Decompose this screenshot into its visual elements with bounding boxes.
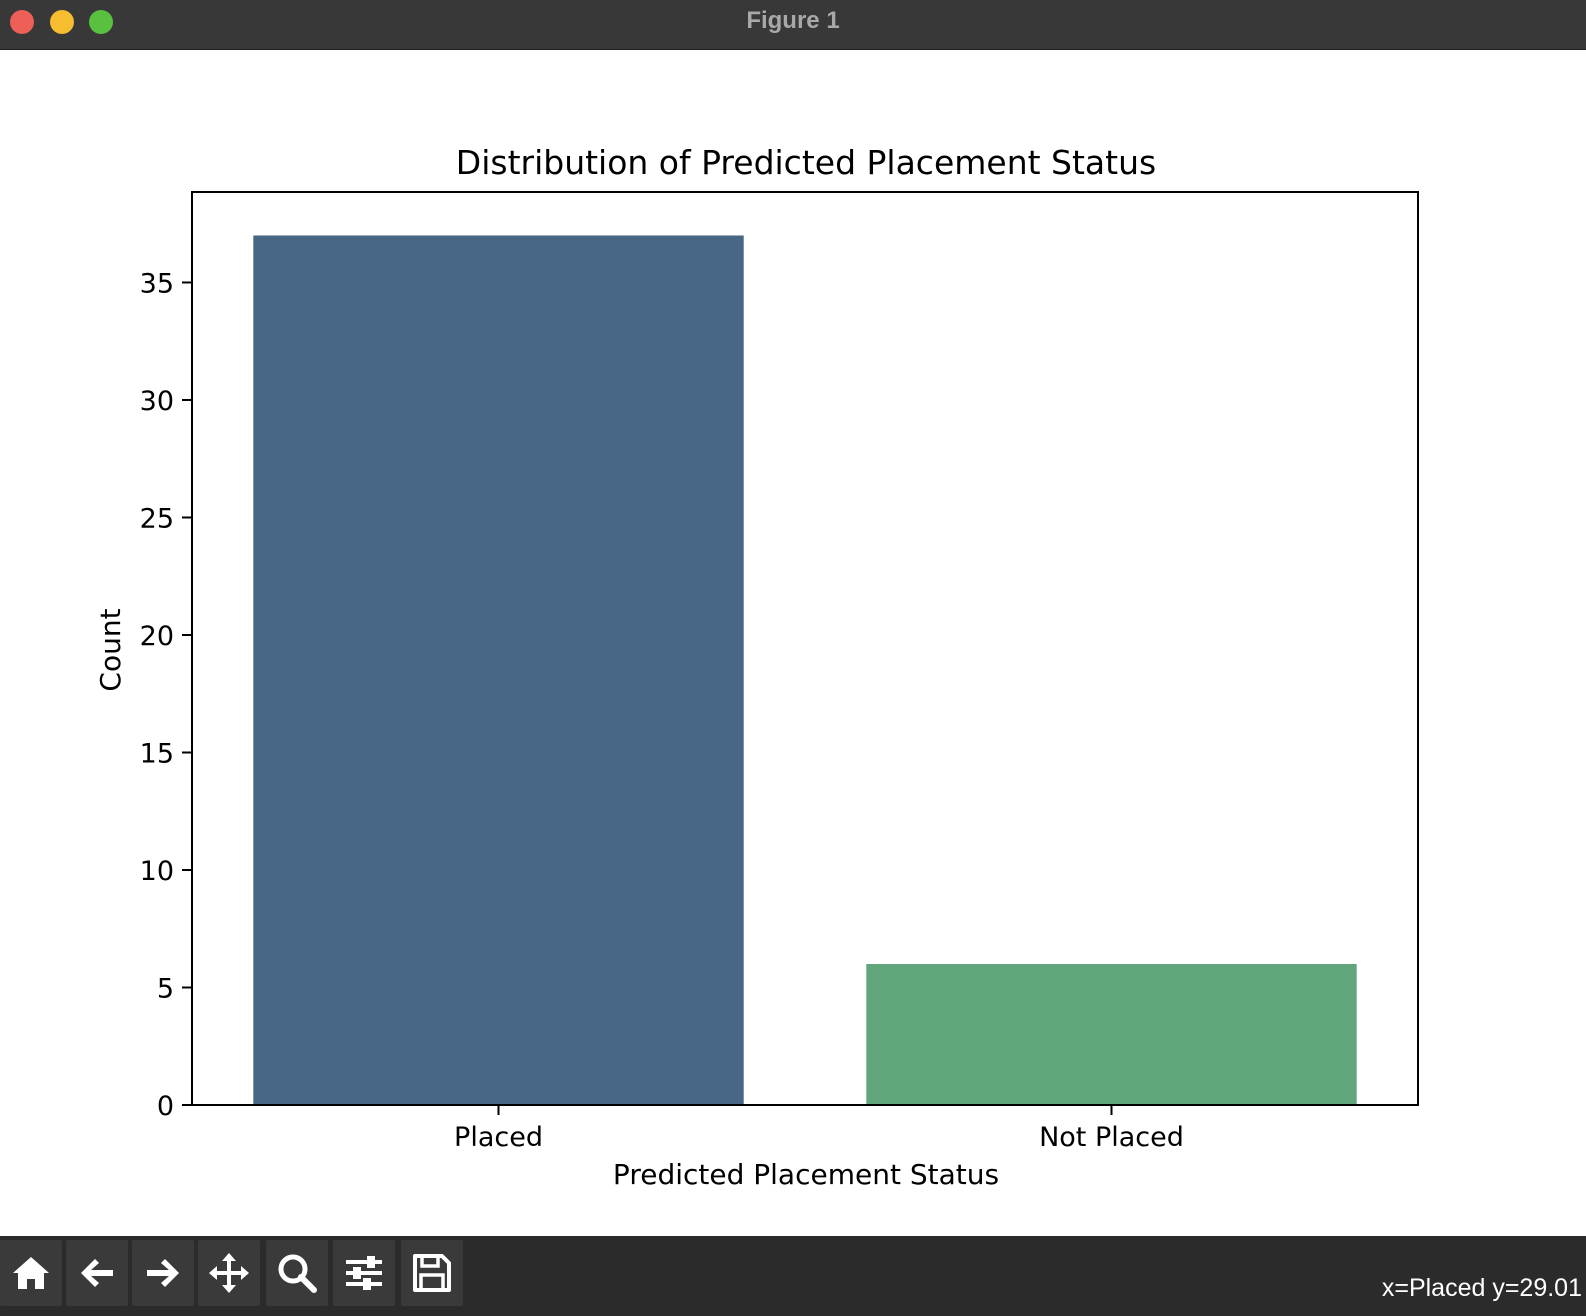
forward-button[interactable] xyxy=(132,1240,194,1306)
configure-subplots-icon xyxy=(346,1256,382,1290)
y-tick-label: 0 xyxy=(157,1091,174,1122)
forward-icon xyxy=(147,1259,179,1287)
axes-frame xyxy=(191,191,1419,1106)
x-tick-label: Not Placed xyxy=(1039,1122,1184,1153)
back-button[interactable] xyxy=(66,1240,128,1306)
zoom-icon xyxy=(278,1254,317,1293)
home-button[interactable] xyxy=(0,1240,62,1306)
pan-button[interactable] xyxy=(198,1240,260,1306)
window-titlebar: Figure 1 xyxy=(0,0,1586,50)
minimize-window-button[interactable] xyxy=(50,10,74,34)
y-tick-label: 30 xyxy=(140,386,174,417)
bar-placed xyxy=(253,235,744,1105)
home-icon xyxy=(13,1257,49,1289)
y-tick-label: 5 xyxy=(157,973,174,1004)
close-window-button[interactable] xyxy=(10,10,34,34)
y-axis-label: Count xyxy=(94,608,127,691)
x-axis-label: Predicted Placement Status xyxy=(613,1158,999,1191)
cursor-coordinates: x=Placed y=29.01 xyxy=(1381,1274,1582,1302)
y-tick-label: 35 xyxy=(140,268,174,299)
y-tick-label: 25 xyxy=(140,503,174,534)
x-tick-label: Placed xyxy=(454,1122,543,1153)
window-title: Figure 1 xyxy=(746,7,840,34)
figure-canvas[interactable]: Distribution of Predicted Placement Stat… xyxy=(0,50,1586,1236)
configure-subplots-button[interactable] xyxy=(333,1240,395,1306)
pan-icon xyxy=(209,1253,249,1293)
chart-title: Distribution of Predicted Placement Stat… xyxy=(456,143,1156,182)
bar-not-placed xyxy=(866,963,1357,1105)
bar-chart: Distribution of Predicted Placement Stat… xyxy=(94,143,1419,1191)
zoom-button[interactable] xyxy=(266,1240,328,1306)
maximize-window-button[interactable] xyxy=(89,10,113,34)
y-tick-label: 20 xyxy=(140,621,174,652)
back-icon xyxy=(81,1259,113,1287)
y-tick-label: 15 xyxy=(140,738,174,769)
y-tick-label: 10 xyxy=(140,856,174,887)
save-button[interactable] xyxy=(401,1240,463,1306)
navigation-toolbar xyxy=(0,1236,1586,1316)
save-icon xyxy=(413,1254,451,1292)
